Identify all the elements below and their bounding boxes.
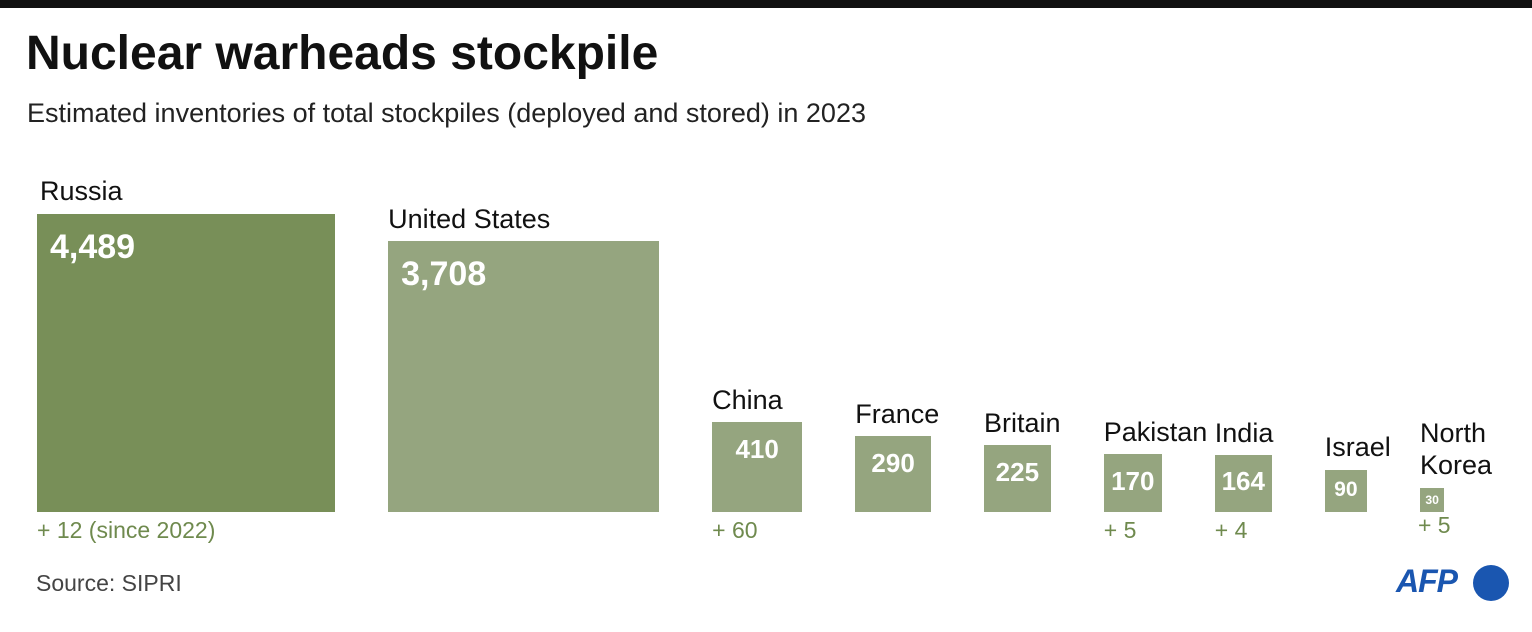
square: [712, 421, 803, 512]
logo: AFP: [1396, 563, 1458, 599]
category-label: France: [855, 398, 940, 429]
square: [388, 241, 660, 512]
logo-mark: [1473, 565, 1509, 601]
value-label: 290: [871, 448, 915, 479]
category-label: China: [712, 384, 783, 415]
logo-circle: [1473, 565, 1509, 601]
value-label: 30: [1425, 492, 1439, 507]
change-label: + 5: [1417, 512, 1451, 538]
category-label: Pakistan: [1103, 416, 1208, 447]
category-label: Britain: [984, 407, 1061, 438]
value-label: 4,489: [50, 227, 136, 266]
chart-title: Nuclear warheads stockpile: [26, 27, 659, 80]
category-label: United States: [388, 203, 551, 234]
source: Source: SIPRI: [36, 570, 182, 596]
value-label: 3,708: [401, 255, 487, 294]
change-label: + 4: [1214, 517, 1248, 543]
value-label: 164: [1221, 466, 1265, 497]
category-label: Israel: [1324, 432, 1391, 463]
value-label: 225: [995, 457, 1040, 488]
square: [37, 213, 336, 512]
change-label: + 5: [1103, 517, 1137, 543]
category-label: Russia: [40, 176, 123, 207]
square: [1214, 455, 1272, 512]
square: [1324, 469, 1367, 512]
category-label: India: [1214, 417, 1274, 448]
square: [984, 445, 1051, 512]
square: [855, 436, 931, 512]
square: [1103, 453, 1162, 512]
chart-subtitle: Estimated inventories of total stockpile…: [27, 98, 866, 128]
change-label: + 60: [712, 517, 758, 543]
change-label: + 12 (since 2022): [37, 517, 216, 543]
square: [1419, 487, 1445, 512]
value-label: 90: [1334, 478, 1358, 502]
value-label: 410: [735, 433, 779, 464]
value-label: 170: [1111, 465, 1155, 496]
category-label: North Korea: [1419, 417, 1493, 481]
top-bar: [0, 0, 1532, 8]
